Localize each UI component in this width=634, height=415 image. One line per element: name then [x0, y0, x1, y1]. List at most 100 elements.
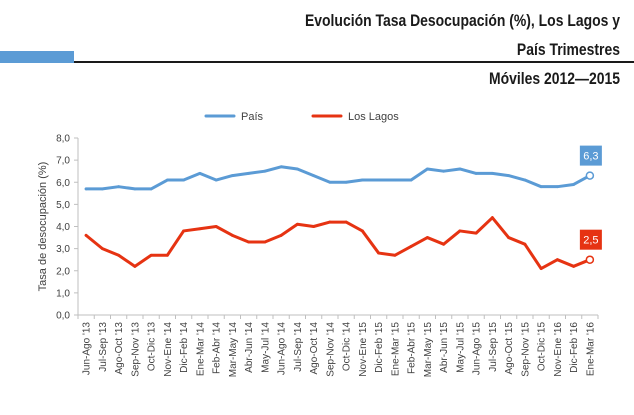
data-point-los-lagos: [490, 216, 494, 220]
data-point-los-lagos: [442, 242, 446, 246]
x-tick-label: Jun-Ago '15: [472, 322, 483, 375]
data-point-los-lagos: [360, 229, 364, 233]
y-tick-label: 7,0: [56, 156, 70, 167]
data-point-los-lagos: [555, 258, 559, 262]
series-group: [84, 165, 595, 271]
data-point-pais: [539, 185, 543, 189]
data-point-los-lagos: [182, 229, 186, 233]
y-tick-label: 3,0: [56, 244, 70, 255]
y-axis-label: Tasa de desocupación (%): [37, 162, 49, 292]
chart-title-line2: Móviles 2012—2015: [489, 69, 620, 88]
data-point-los-lagos: [279, 233, 283, 237]
data-point-los-lagos: [247, 240, 251, 244]
y-tick-label: 1,0: [56, 288, 70, 299]
data-point-pais: [182, 178, 186, 182]
x-tick-label: May-Jul '14: [260, 322, 271, 373]
data-point-pais: [214, 178, 218, 182]
x-tick-label: Nov-Ene '15: [358, 322, 369, 377]
data-point-pais: [507, 174, 511, 178]
x-tick-label: Oct-Dic '13: [147, 322, 158, 372]
chart-title: Evolución Tasa Desocupación (%), Los Lag…: [276, 6, 620, 93]
x-tick-label: Abr-Jun '14: [244, 322, 255, 373]
x-tick-label: Abr-Jun '15: [439, 322, 450, 373]
data-point-pais: [230, 174, 234, 178]
data-point-pais: [279, 165, 283, 169]
data-point-los-lagos: [393, 253, 397, 257]
x-tick-label: Jun-Ago '13: [82, 322, 93, 375]
x-tick-label: Ago-Oct '13: [114, 322, 125, 375]
title-underline: [74, 61, 634, 63]
data-point-los-lagos: [198, 227, 202, 231]
data-point-los-lagos: [539, 267, 543, 270]
data-point-pais: [344, 180, 348, 184]
data-point-pais: [117, 185, 121, 189]
x-tick-label: May-Jul '15: [455, 322, 466, 373]
series-line-pais: [84, 165, 592, 191]
end-label-box-pais: [579, 145, 602, 166]
data-point-los-lagos: [328, 220, 332, 224]
x-tick-label: Jul-Sep '13: [98, 322, 109, 372]
end-label-box-los-lagos: [579, 229, 602, 250]
data-point-pais: [572, 183, 576, 186]
x-tick-label: Dic-Feb '15: [374, 322, 385, 373]
y-axis: 0,0 1,0 2,0 3,0 4,0 5,0 6,0 7,0 8,0 Tasa de desoc…: [37, 134, 79, 322]
data-point-pais: [247, 172, 251, 175]
data-point-los-lagos: [474, 231, 478, 235]
data-point-los-lagos: [263, 240, 267, 244]
chart-title-line1: Evolución Tasa Desocupación (%), Los Lag…: [304, 11, 620, 59]
data-point-pais: [490, 172, 494, 175]
legend: País Los Lagos: [204, 111, 399, 123]
legend-label-los-lagos: Los Lagos: [348, 111, 399, 123]
data-point-pais: [585, 171, 595, 180]
data-point-pais: [474, 172, 478, 175]
end-label-pais: 6,3: [583, 151, 598, 163]
x-tick-label: Oct-Dic '15: [537, 322, 548, 372]
x-tick-label: Feb-Abr '15: [407, 322, 418, 374]
x-tick-label: Ene-Mar '14: [195, 322, 206, 377]
data-point-pais: [442, 169, 446, 173]
data-point-pais: [165, 178, 169, 182]
series-line-los-lagos: [84, 216, 592, 271]
data-point-los-lagos: [100, 247, 104, 251]
y-tick-label: 4,0: [56, 222, 70, 233]
end-label-los-lagos: 2,5: [583, 235, 598, 247]
end-labels: 6,3 2,5: [579, 145, 602, 250]
data-point-los-lagos: [425, 236, 429, 239]
x-tick-label: Ene-Mar '15: [390, 322, 401, 377]
data-point-pais: [523, 178, 527, 182]
data-point-pais: [198, 172, 202, 175]
data-point-pais: [360, 178, 364, 182]
data-point-pais: [312, 174, 316, 178]
data-point-pais: [458, 167, 462, 171]
x-tick-label: Mar-May '14: [228, 322, 239, 378]
data-point-los-lagos: [149, 253, 153, 257]
data-point-los-lagos: [84, 233, 88, 237]
data-point-los-lagos: [507, 236, 511, 239]
data-point-los-lagos: [409, 245, 413, 248]
x-tick-label: Sep-Nov '15: [520, 322, 531, 377]
x-tick-label: Jun-Ago '14: [277, 322, 288, 375]
data-point-pais: [377, 178, 381, 182]
data-point-los-lagos: [230, 233, 234, 237]
data-point-los-lagos: [523, 242, 527, 246]
x-tick-label: Sep-Nov '13: [130, 322, 141, 377]
data-point-pais: [409, 178, 413, 182]
data-point-pais: [295, 167, 299, 171]
data-point-los-lagos: [312, 225, 316, 228]
x-tick-label: Ene-Mar '16: [585, 322, 596, 377]
data-point-pais: [555, 185, 559, 189]
x-tick-label: Nov-Ene '14: [163, 322, 174, 377]
x-tick-label: Ago-Oct '14: [309, 322, 320, 375]
data-point-pais: [393, 178, 397, 182]
data-point-pais: [100, 187, 104, 191]
data-point-los-lagos: [377, 251, 381, 255]
data-point-pais: [425, 167, 429, 171]
data-point-los-lagos: [165, 253, 169, 257]
data-point-pais: [328, 180, 332, 184]
data-point-los-lagos: [214, 225, 218, 228]
x-tick-label: Nov-Ene '16: [553, 322, 564, 377]
x-tick-label: Ago-Oct '15: [504, 322, 515, 375]
x-tick-label: Feb-Abr '14: [212, 322, 223, 374]
y-tick-label: 5,0: [56, 200, 70, 211]
